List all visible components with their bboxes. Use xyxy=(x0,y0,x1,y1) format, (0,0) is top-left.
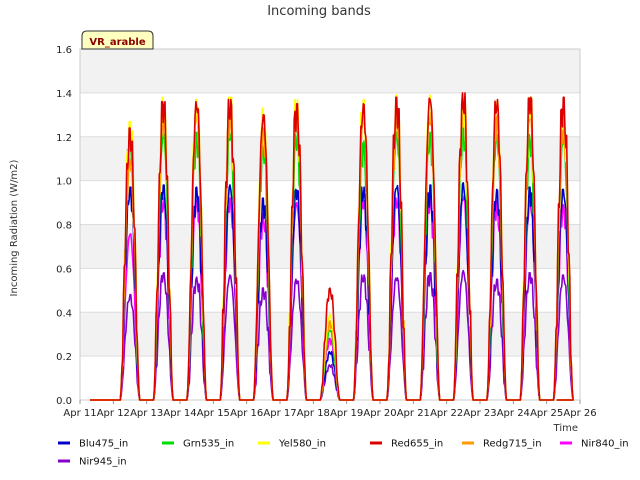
plot-band xyxy=(80,312,580,357)
x-axis-label: Time xyxy=(553,423,578,434)
site-badge: VR_arable xyxy=(81,30,154,50)
chart-title: Incoming bands xyxy=(267,4,371,19)
y-tick-label: 0.0 xyxy=(56,396,72,407)
x-tick-label: Apr 25 xyxy=(530,408,563,419)
x-tick-label: Apr 21 xyxy=(397,408,430,419)
x-tick-label: Apr 18 xyxy=(297,408,330,419)
y-tick-label: 0.2 xyxy=(56,352,72,363)
x-tick-label: Apr 11 xyxy=(63,408,96,419)
legend-label: Grn535_in xyxy=(183,439,234,450)
x-tick-label: Apr 19 xyxy=(330,408,363,419)
x-tick-label: Apr 24 xyxy=(497,408,530,419)
plot-frame xyxy=(79,48,581,401)
x-tick-label: Apr 23 xyxy=(463,408,496,419)
legend-label: Nir945_in xyxy=(79,457,127,468)
x-tick-label: Apr 26 xyxy=(563,408,596,419)
x-tick-label: Apr 12 xyxy=(97,408,130,419)
y-tick-label: 1.4 xyxy=(56,89,72,100)
y-tick-label: 1.2 xyxy=(56,133,72,144)
y-axis: 0.0 0.2 0.4 0.6 0.8 1.0 1.2 1.4 1.6 xyxy=(56,45,72,407)
legend-label: Redg715_in xyxy=(483,439,542,450)
x-tick-label: Apr 17 xyxy=(263,408,296,419)
series-line-red655-in xyxy=(90,92,574,401)
x-tick-label: Apr 15 xyxy=(197,408,230,419)
x-tick-label: Apr 22 xyxy=(430,408,463,419)
plot-band xyxy=(80,180,580,225)
x-tick-label: Apr 16 xyxy=(230,408,263,419)
x-tick-label: Apr 13 xyxy=(130,408,163,419)
legend-label: Blu475_in xyxy=(79,439,128,450)
y-tick-label: 0.6 xyxy=(56,264,72,275)
legend-label: Red655_in xyxy=(391,439,443,450)
y-tick-label: 1.0 xyxy=(56,177,72,188)
plot-band xyxy=(80,92,580,137)
y-tick-label: 1.6 xyxy=(56,45,72,56)
y-tick-label: 0.8 xyxy=(56,221,72,232)
site-badge-label: VR_arable xyxy=(89,37,145,48)
plot-band xyxy=(80,136,580,181)
series-layer xyxy=(90,92,574,401)
legend: Blu475_in Grn535_in Yel580_in Red655_in Redg… xyxy=(58,439,629,468)
x-axis: Apr 11 Apr 12 Apr 13 Apr 14 Apr 15 Apr 16 Apr … xyxy=(63,400,597,419)
legend-label: Nir840_in xyxy=(581,439,629,450)
x-tick-label: Apr 14 xyxy=(163,408,196,419)
plot-band xyxy=(80,49,580,93)
legend-label: Yel580_in xyxy=(278,439,326,450)
plot-band xyxy=(80,356,580,400)
y-tick-label: 0.4 xyxy=(56,308,72,319)
x-tick-label: Apr 20 xyxy=(363,408,396,419)
plot-band xyxy=(80,224,580,269)
y-axis-label: Incoming Radiation (W/m2) xyxy=(9,159,20,296)
